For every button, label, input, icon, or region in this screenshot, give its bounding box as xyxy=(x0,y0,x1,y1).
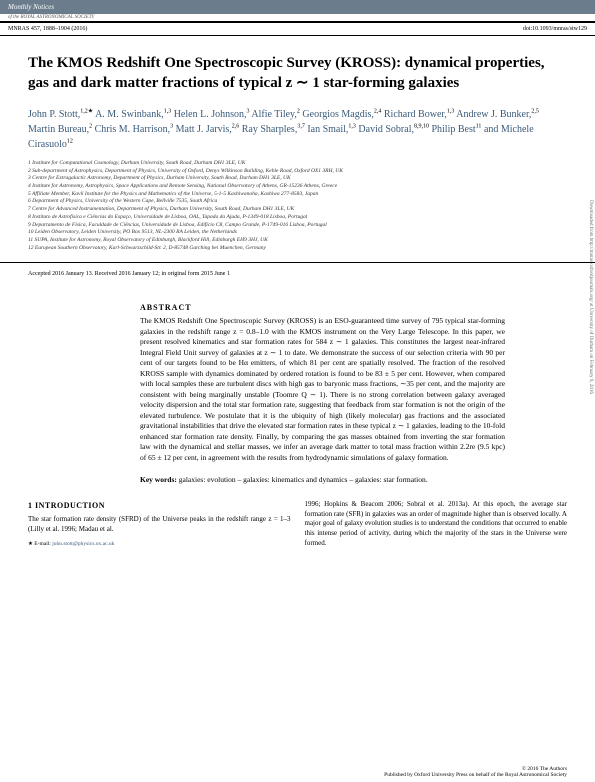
author-list: John P. Stott,1,2★ A. M. Swinbank,1,3 He… xyxy=(0,99,595,156)
journal-banner: Monthly Notices xyxy=(0,0,595,14)
download-notice: Downloaded from http://mnras.oxfordjourn… xyxy=(588,200,593,394)
intro-text-right: 1996; Hopkins & Beacom 2006; Sobral et a… xyxy=(305,500,568,549)
footnote-star: ★ E-mail: xyxy=(28,541,51,547)
abstract-text: The KMOS Redshift One Spectroscopic Surv… xyxy=(140,316,505,463)
page-footer: © 2016 The Authors Published by Oxford U… xyxy=(0,766,595,778)
column-left: 1 INTRODUCTION The star formation rate d… xyxy=(28,500,291,549)
intro-heading: 1 INTRODUCTION xyxy=(28,500,291,511)
affiliations: 1 Institute for Computational Cosmology,… xyxy=(0,156,595,256)
body-columns: 1 INTRODUCTION The star formation rate d… xyxy=(0,492,595,549)
doi: doi:10.1093/mnras/stw129 xyxy=(523,26,587,32)
footnote-email[interactable]: john.stott@physics.ox.ac.uk xyxy=(52,541,114,547)
keywords-label: Key words: xyxy=(140,475,177,484)
paper-title: The KMOS Redshift One Spectroscopic Surv… xyxy=(0,36,595,99)
citation: MNRAS 457, 1888–1904 (2016) xyxy=(8,26,87,32)
abstract-heading: ABSTRACT xyxy=(140,303,505,312)
publisher: Published by Oxford University Press on … xyxy=(384,772,567,778)
journal-sub: of the ROYAL ASTRONOMICAL SOCIETY xyxy=(0,14,595,21)
keywords: Key words: galaxies: evolution – galaxie… xyxy=(0,469,595,492)
abstract-block: ABSTRACT The KMOS Redshift One Spectrosc… xyxy=(0,285,595,469)
keywords-text: galaxies: evolution – galaxies: kinemati… xyxy=(179,475,428,484)
column-right: 1996; Hopkins & Beacom 2006; Sobral et a… xyxy=(305,500,568,549)
top-bar: MNRAS 457, 1888–1904 (2016) doi:10.1093/… xyxy=(0,21,595,36)
intro-text-left: The star formation rate density (SFRD) o… xyxy=(28,515,291,535)
acceptance-dates: Accepted 2016 January 13. Received 2016 … xyxy=(0,262,595,285)
corresponding-footnote: ★ E-mail: john.stott@physics.ox.ac.uk xyxy=(28,541,291,549)
